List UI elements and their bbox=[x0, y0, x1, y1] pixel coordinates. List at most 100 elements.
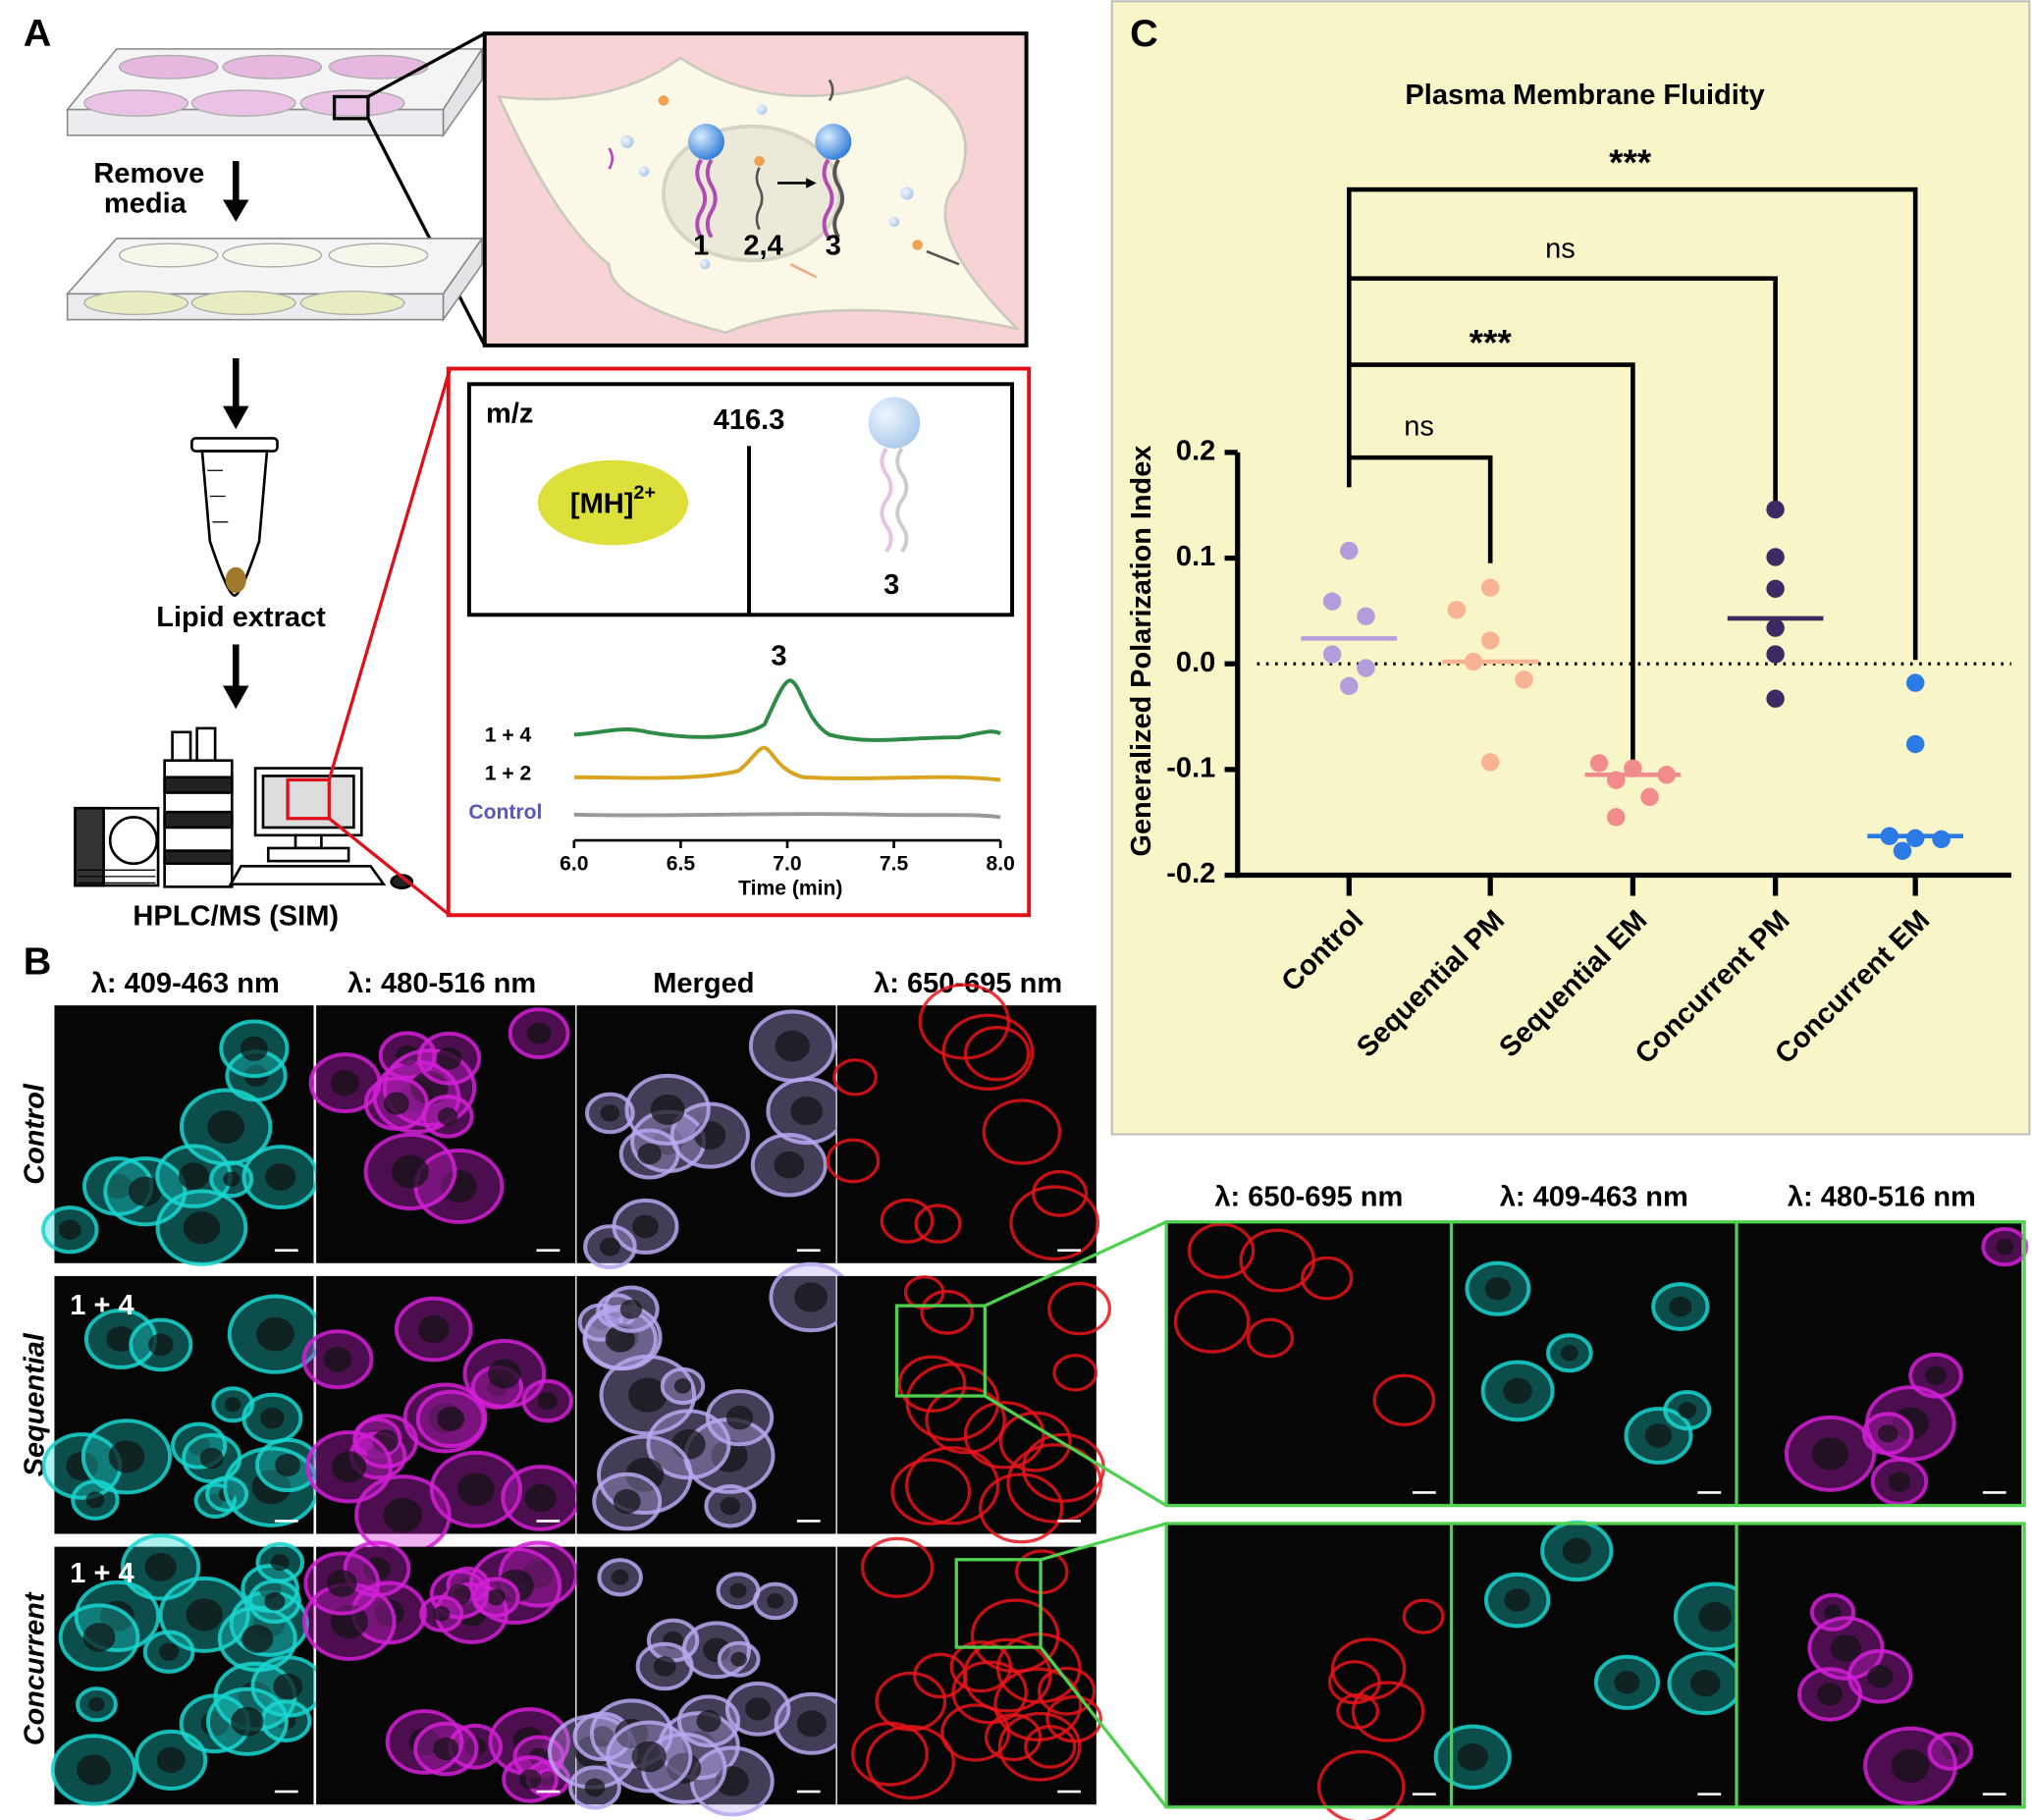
nucleus bbox=[599, 1237, 620, 1257]
nucleus bbox=[265, 1163, 296, 1191]
point bbox=[1480, 578, 1500, 597]
nucleus bbox=[1484, 1276, 1511, 1301]
cell bbox=[997, 1711, 1082, 1782]
nucleus bbox=[255, 1316, 294, 1352]
compound-label: 3 bbox=[826, 231, 841, 262]
cell bbox=[1327, 1660, 1381, 1705]
trace-label: Control bbox=[468, 801, 542, 824]
cell bbox=[905, 1446, 1000, 1526]
nucleus bbox=[383, 1497, 423, 1533]
cell bbox=[832, 1058, 878, 1097]
nucleus bbox=[600, 1104, 620, 1122]
point bbox=[1640, 787, 1659, 807]
nucleus bbox=[241, 1625, 274, 1653]
ion-formula: [MH] bbox=[570, 488, 633, 519]
cell bbox=[1047, 1281, 1112, 1336]
nucleus bbox=[85, 1491, 105, 1509]
nucleus bbox=[518, 1769, 542, 1790]
nucleus bbox=[1830, 1634, 1861, 1662]
cell bbox=[1006, 1443, 1103, 1524]
nucleus bbox=[725, 1405, 754, 1430]
nucleus bbox=[372, 1429, 399, 1453]
nucleus bbox=[178, 1162, 209, 1190]
nucleus bbox=[77, 1754, 111, 1786]
annotation: *** bbox=[1609, 142, 1652, 183]
row-label: Concurrent bbox=[20, 1591, 51, 1745]
cell bbox=[880, 1198, 935, 1244]
nucleus bbox=[1562, 1537, 1591, 1565]
nucleus bbox=[790, 1096, 823, 1126]
zoom-lines bbox=[286, 366, 1032, 918]
nucleus bbox=[1698, 1601, 1732, 1632]
cell bbox=[940, 1703, 1011, 1762]
compound-label: 1 bbox=[693, 231, 709, 262]
cell bbox=[1351, 1681, 1425, 1742]
point bbox=[1766, 618, 1785, 637]
nucleus bbox=[1891, 1748, 1930, 1783]
cell bbox=[998, 1411, 1072, 1472]
cell bbox=[1052, 1354, 1098, 1392]
y-tick-label: -0.1 bbox=[1166, 753, 1215, 784]
cell bbox=[1173, 1289, 1251, 1354]
ion: [MH]2+ bbox=[570, 482, 656, 519]
cell bbox=[993, 1667, 1083, 1741]
nucleus bbox=[667, 1752, 702, 1784]
nucleus bbox=[88, 1696, 105, 1712]
cell bbox=[920, 1289, 975, 1335]
nucleus bbox=[264, 1592, 286, 1611]
nucleus bbox=[767, 1593, 784, 1609]
cell bbox=[1032, 1169, 1089, 1217]
nucleus bbox=[223, 1171, 241, 1187]
point bbox=[1357, 659, 1375, 677]
point bbox=[1357, 607, 1375, 625]
inset-header: λ: 409-463 nm bbox=[1500, 1182, 1688, 1213]
panel-label: A bbox=[24, 12, 52, 55]
cell bbox=[1239, 1228, 1315, 1293]
point bbox=[1340, 541, 1359, 561]
nucleus bbox=[590, 1726, 615, 1747]
point bbox=[1322, 592, 1342, 611]
nucleus bbox=[270, 1554, 290, 1572]
nucleus bbox=[1888, 1472, 1911, 1492]
well-plate bbox=[65, 31, 487, 347]
nucleus bbox=[1560, 1345, 1578, 1362]
point bbox=[1905, 734, 1925, 754]
inset-zoom bbox=[894, 1220, 2026, 1809]
step-label: media bbox=[104, 187, 187, 219]
point bbox=[1766, 500, 1785, 519]
nucleus bbox=[323, 1346, 352, 1372]
micrograph bbox=[1451, 1524, 1738, 1807]
point bbox=[1340, 676, 1359, 696]
nucleus bbox=[158, 1642, 180, 1661]
ms-axis: m/z bbox=[486, 398, 533, 429]
cell bbox=[995, 1633, 1082, 1704]
nucleus bbox=[1817, 1683, 1843, 1706]
inset-header: λ: 480-516 nm bbox=[1788, 1182, 1976, 1213]
y-axis-label: Generalized Polarization Index bbox=[1126, 446, 1157, 857]
point bbox=[1606, 808, 1626, 827]
instrument bbox=[74, 726, 414, 889]
nucleus bbox=[696, 1710, 722, 1733]
nucleus bbox=[1669, 1296, 1692, 1317]
step-label: Remove bbox=[93, 158, 204, 189]
nucleus bbox=[524, 1483, 557, 1513]
cell bbox=[1402, 1598, 1445, 1634]
column-header: λ: 480-516 nm bbox=[348, 968, 536, 999]
cell bbox=[1037, 1666, 1096, 1716]
nucleus bbox=[1678, 1402, 1697, 1419]
cell-zoom bbox=[482, 31, 1029, 348]
nucleus bbox=[1457, 1742, 1488, 1771]
nucleus bbox=[144, 1552, 177, 1581]
point bbox=[1447, 601, 1467, 619]
cell bbox=[913, 1652, 968, 1699]
trace-label: 1 + 4 bbox=[485, 723, 532, 746]
point bbox=[1480, 753, 1500, 772]
compound-label: 2,4 bbox=[743, 231, 782, 262]
nucleus bbox=[231, 1706, 264, 1737]
nucleus bbox=[273, 1673, 303, 1700]
nucleus bbox=[457, 1472, 495, 1507]
nucleus bbox=[1824, 1604, 1842, 1621]
nucleus bbox=[1504, 1588, 1530, 1612]
ion-charge: 2+ bbox=[633, 482, 656, 504]
